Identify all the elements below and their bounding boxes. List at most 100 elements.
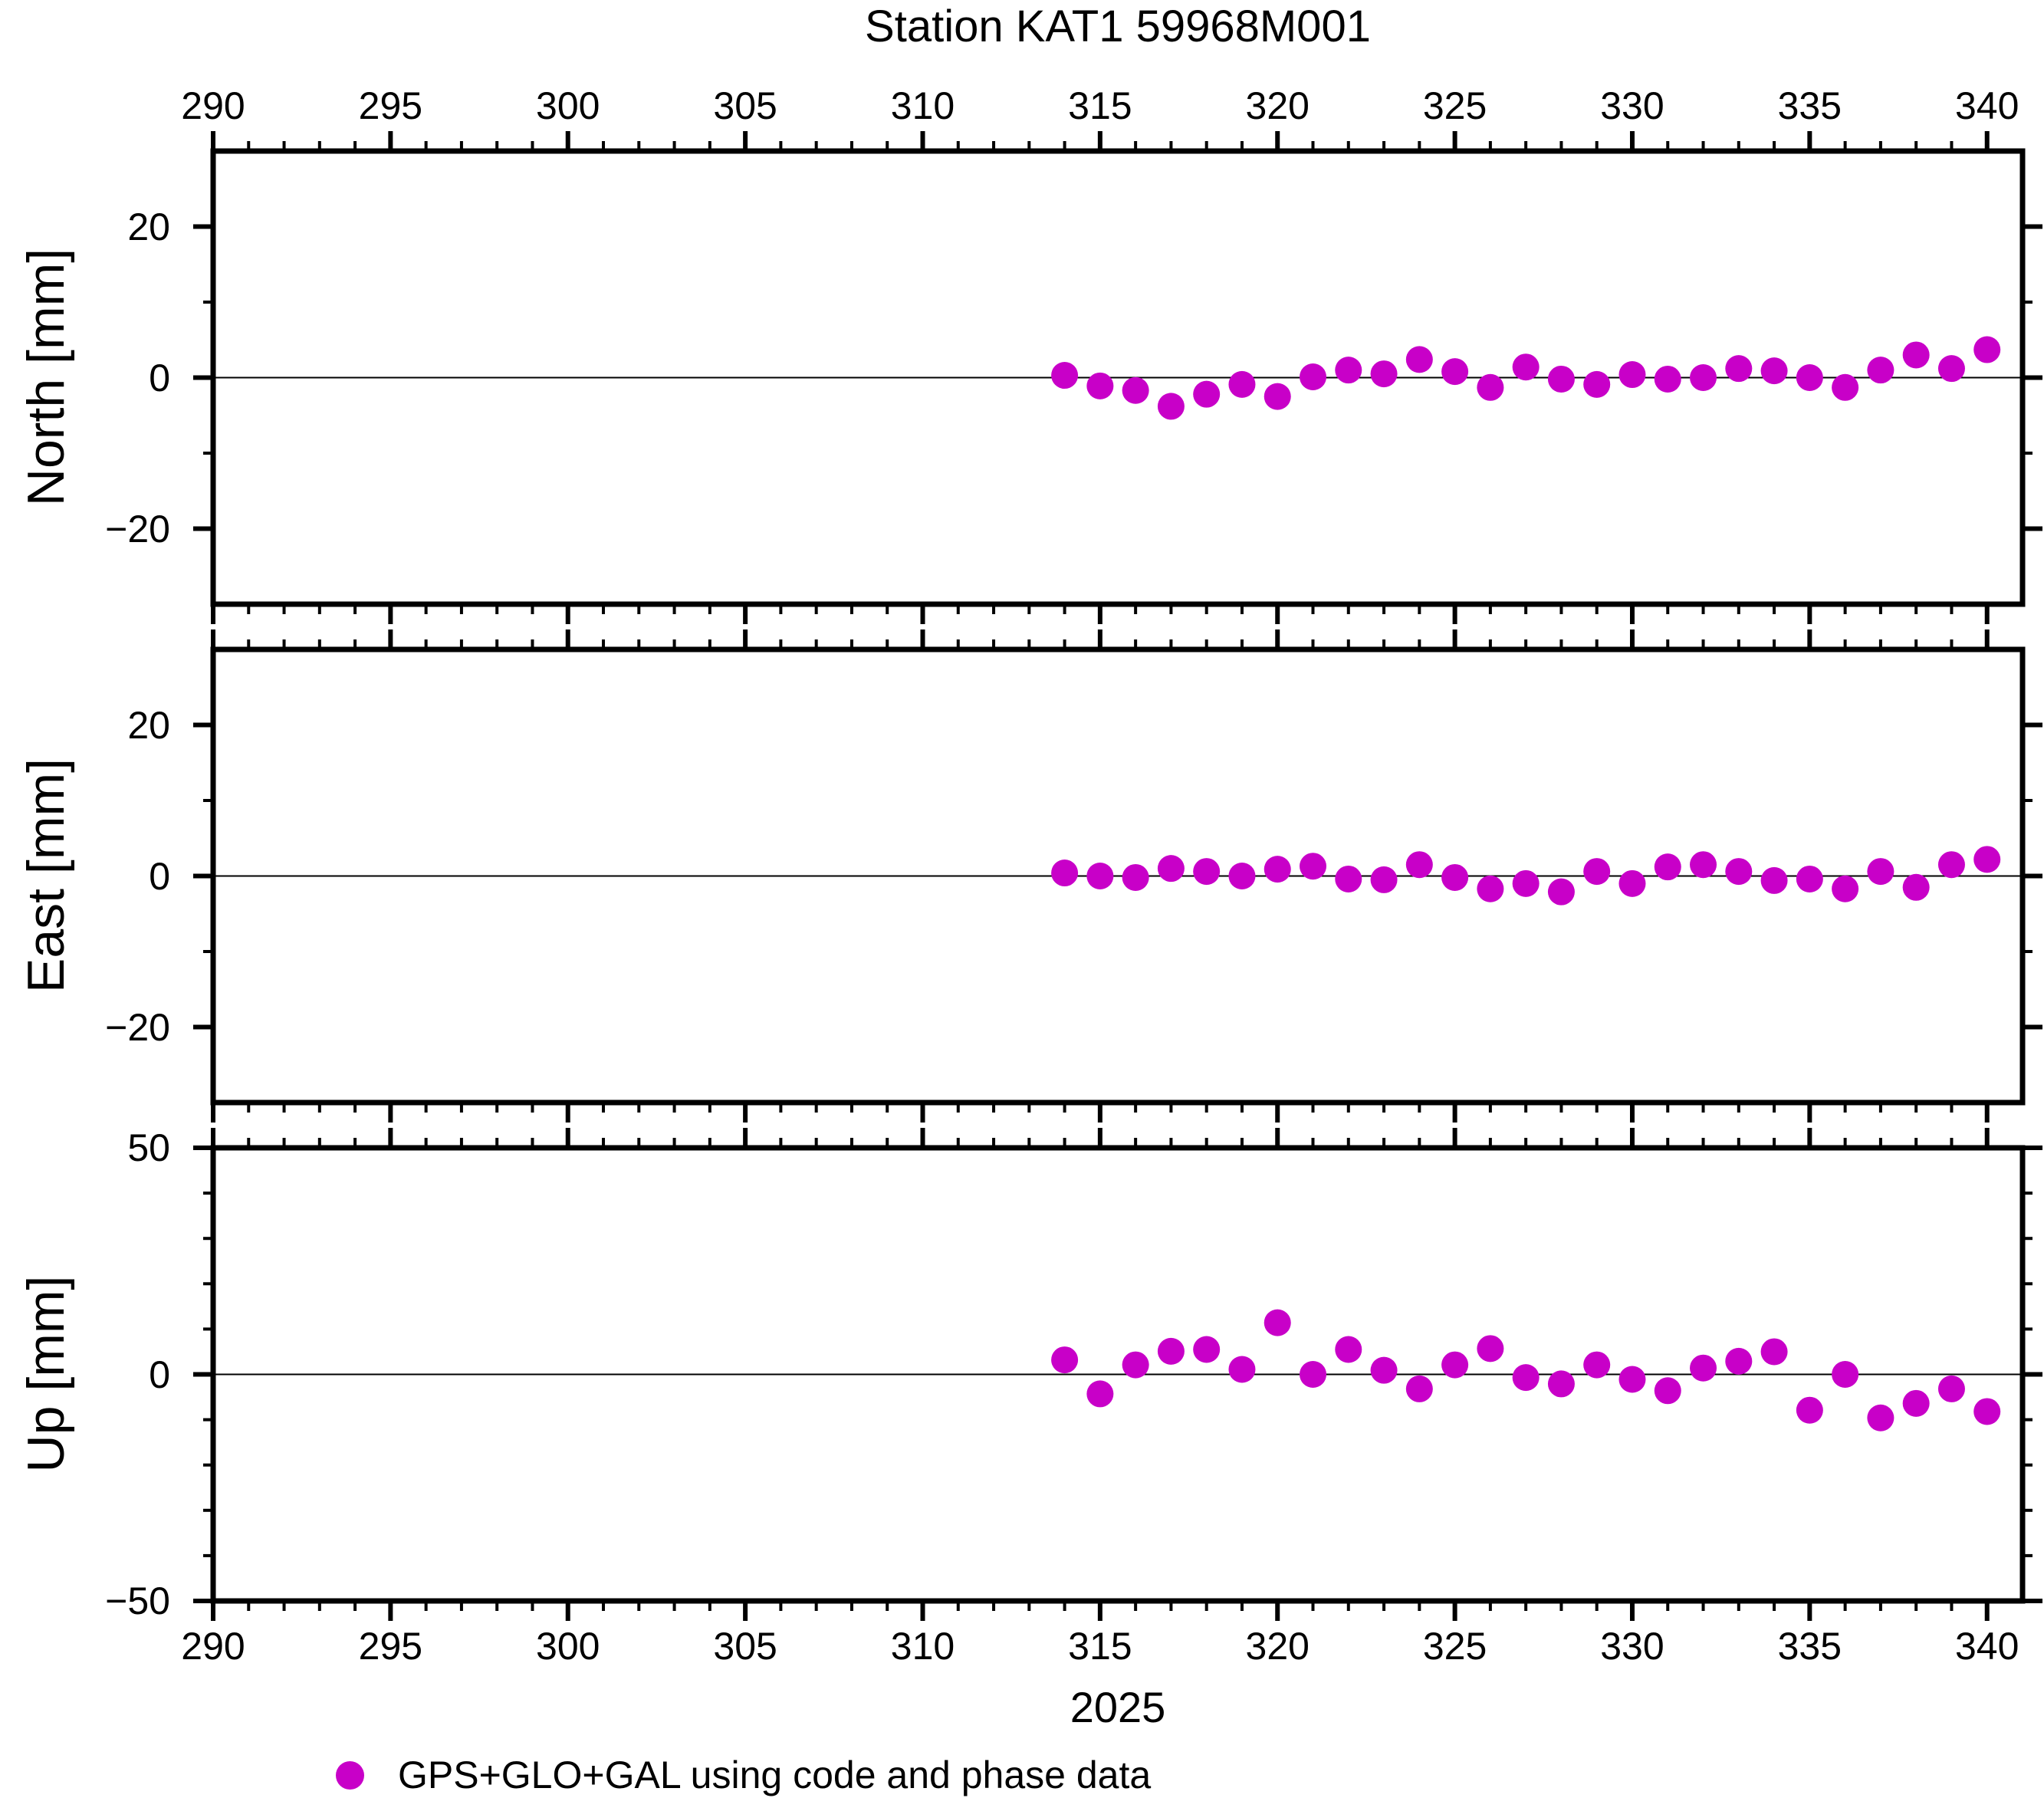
data-point xyxy=(1725,355,1753,383)
x-tick-label: 290 xyxy=(181,1625,245,1668)
data-point xyxy=(1370,1356,1398,1384)
data-point xyxy=(1512,869,1540,897)
x-tick-label: 315 xyxy=(1068,1625,1132,1668)
plot-area-east xyxy=(193,629,2042,1123)
data-point xyxy=(1902,1389,1930,1417)
data-point xyxy=(1832,875,1859,902)
data-point xyxy=(1300,363,1327,391)
data-point xyxy=(1796,865,1823,892)
data-point xyxy=(1690,364,1717,391)
data-point xyxy=(1902,873,1930,901)
x-tick-label: 320 xyxy=(1245,1625,1310,1668)
x-tick-label: 305 xyxy=(713,1625,777,1668)
legend-label: GPS+GLO+GAL using code and phase data xyxy=(398,1754,1152,1796)
data-point xyxy=(1228,863,1256,889)
x-tick-label: 315 xyxy=(1068,84,1132,127)
data-point xyxy=(1086,1380,1114,1408)
y-tick-label: 50 xyxy=(127,1126,170,1169)
y-tick-label: −50 xyxy=(105,1579,170,1622)
data-point xyxy=(1937,1375,1965,1402)
x-tick-label: 300 xyxy=(536,84,600,127)
x-tick-label: 310 xyxy=(890,1625,955,1668)
data-point xyxy=(1937,851,1965,879)
data-point xyxy=(1228,370,1256,398)
plot-area-up xyxy=(193,1128,2042,1621)
data-point xyxy=(1157,1337,1185,1365)
data-point xyxy=(1157,855,1185,883)
data-point xyxy=(1370,360,1398,388)
data-point xyxy=(1122,376,1149,404)
y-tick-label: 0 xyxy=(149,356,170,399)
data-point xyxy=(1441,863,1469,891)
data-point xyxy=(1086,372,1114,399)
data-point xyxy=(1300,853,1327,880)
data-point xyxy=(1512,1364,1540,1392)
panel-east: East [mm] 20 0 −20 xyxy=(17,629,2042,1123)
y-tick-label: 0 xyxy=(149,854,170,898)
data-point xyxy=(1547,365,1575,393)
x-tick-label: 325 xyxy=(1422,84,1487,127)
panel-north: North [mm] 20 0 −20 xyxy=(17,131,2042,624)
x-tick-label: 335 xyxy=(1777,1625,1842,1668)
data-point xyxy=(1477,875,1504,902)
data-point xyxy=(1796,1396,1823,1424)
data-point xyxy=(1690,851,1717,879)
x-tick-label: 330 xyxy=(1600,1625,1664,1668)
data-point xyxy=(1441,358,1469,386)
x-tick-label: 340 xyxy=(1955,1625,2019,1668)
data-point xyxy=(1335,865,1362,892)
x-axis-title-year: 2025 xyxy=(1070,1683,1166,1731)
data-point xyxy=(1264,383,1291,410)
data-point xyxy=(1583,370,1611,398)
data-point xyxy=(1051,1346,1079,1374)
data-point xyxy=(1618,361,1646,389)
data-point xyxy=(1193,380,1221,408)
data-point xyxy=(1193,858,1221,886)
data-point xyxy=(1654,1377,1681,1405)
data-point xyxy=(1405,346,1433,373)
data-point xyxy=(1832,1361,1859,1388)
data-point xyxy=(1618,869,1646,897)
x-tick-label: 295 xyxy=(358,84,423,127)
y-tick-label: −20 xyxy=(105,507,170,551)
data-point xyxy=(1618,1366,1646,1393)
y-tick-label: 20 xyxy=(127,205,170,248)
data-point xyxy=(1973,336,2001,363)
x-tick-label: 290 xyxy=(181,84,245,127)
data-point xyxy=(1725,1347,1753,1375)
data-point xyxy=(1725,858,1753,886)
data-point xyxy=(1973,1398,2001,1425)
data-point xyxy=(1690,1354,1717,1382)
data-point xyxy=(1654,365,1681,393)
data-point xyxy=(1477,1335,1504,1362)
panel-up: Up [mm] 50 0 −50 xyxy=(17,1127,2042,1622)
data-point xyxy=(1086,863,1114,889)
y-tick-label: 20 xyxy=(127,703,170,747)
data-point xyxy=(1264,1309,1291,1336)
x-tick-label: 310 xyxy=(890,84,955,127)
data-point xyxy=(1193,1336,1221,1363)
data-point xyxy=(1583,858,1611,886)
data-point xyxy=(1264,856,1291,883)
data-point xyxy=(1867,858,1894,886)
data-point xyxy=(1335,1336,1362,1363)
data-point xyxy=(1441,1351,1469,1379)
data-point xyxy=(1051,362,1079,390)
plot-area-north xyxy=(193,131,2042,624)
data-point xyxy=(1973,846,2001,873)
x-tick-label: 300 xyxy=(536,1625,600,1668)
data-point xyxy=(1796,364,1823,391)
legend: GPS+GLO+GAL using code and phase data xyxy=(336,1752,1151,1798)
data-point xyxy=(1051,860,1079,887)
data-point xyxy=(1902,341,1930,369)
data-point xyxy=(1122,1351,1149,1379)
x-tick-label: 325 xyxy=(1422,1625,1487,1668)
data-point xyxy=(1335,357,1362,384)
x-tick-label: 305 xyxy=(713,84,777,127)
x-tick-label: 295 xyxy=(358,1625,423,1668)
x-tick-label: 330 xyxy=(1600,84,1664,127)
x-tick-label: 340 xyxy=(1955,84,2019,127)
y-tick-label: 0 xyxy=(149,1353,170,1396)
data-point xyxy=(1867,1404,1894,1431)
data-point xyxy=(1157,393,1185,420)
